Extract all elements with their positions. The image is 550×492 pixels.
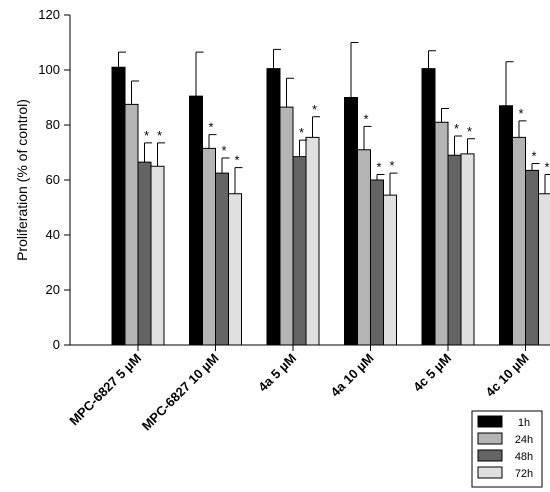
- bar-72h-5: [538, 193, 550, 346]
- legend-label-48h: 48h: [515, 451, 533, 463]
- significance-star-48h-2: *: [299, 125, 304, 140]
- bar-24h-1: [202, 147, 216, 346]
- significance-markers: * * * * * * * * * * * * * * *: [144, 102, 550, 175]
- y-tick-label-60: 60: [46, 172, 60, 187]
- bar-1h-3: [344, 97, 358, 346]
- significance-star-24h-1: *: [208, 120, 213, 135]
- bar-72h-0: [150, 165, 165, 346]
- significance-star-72h-2: *: [312, 102, 317, 117]
- y-tick-label-0: 0: [53, 337, 60, 352]
- bar-72h-2: [305, 136, 320, 346]
- legend-swatch-1h: [477, 415, 503, 428]
- x-tick-label-3: 4a 10 µM: [327, 351, 376, 400]
- bar-48h-1: [215, 172, 229, 346]
- y-tick-label-40: 40: [46, 227, 60, 242]
- legend-label-1h: 1h: [518, 417, 530, 429]
- x-tick-label-0: MPC-6827 5 µM: [66, 351, 144, 429]
- significance-star-48h-4: *: [454, 121, 459, 136]
- bar-24h-0: [124, 103, 139, 346]
- bar-72h-3: [383, 194, 397, 346]
- bar-48h-3: [370, 179, 384, 346]
- bar-48h-5: [525, 169, 539, 346]
- x-tick-label-5: 4c 10 µM: [482, 351, 531, 400]
- y-tick-label-80: 80: [46, 117, 60, 132]
- bar-1h-4: [421, 68, 436, 346]
- x-tick-label-2: 4a 5 µM: [255, 351, 299, 395]
- x-tick-label-4: 4c 5 µM: [410, 351, 454, 395]
- bar-1h-0: [111, 66, 126, 346]
- error-bars: [118, 42, 550, 196]
- bar-48h-0: [137, 161, 152, 346]
- bar-72h-4: [460, 153, 475, 346]
- y-axis-title: Proliferation (% of control): [14, 99, 30, 261]
- significance-star-72h-3: *: [389, 158, 394, 173]
- bar-1h-2: [266, 68, 281, 346]
- bar-1h-1: [189, 95, 203, 346]
- legend-label-24h: 24h: [515, 434, 533, 446]
- significance-star-72h-4: *: [467, 124, 472, 139]
- legend-label-72h: 72h: [515, 468, 533, 480]
- significance-star-72h-0: *: [157, 128, 162, 143]
- significance-star-48h-3: *: [376, 160, 381, 175]
- y-axis: 0 20 40 60 80 100 120 Proliferation (% of contr…: [14, 7, 71, 352]
- significance-star-24h-3: *: [363, 111, 368, 126]
- significance-star-72h-5: *: [544, 160, 549, 175]
- bar-24h-5: [512, 136, 526, 346]
- bars: [111, 66, 550, 346]
- significance-star-48h-0: *: [144, 128, 149, 143]
- significance-star-48h-5: *: [531, 149, 536, 164]
- legend-swatch-48h: [477, 449, 503, 462]
- bar-1h-5: [499, 105, 513, 346]
- significance-star-48h-1: *: [221, 143, 226, 158]
- y-tick-label-20: 20: [46, 282, 60, 297]
- bar-48h-2: [292, 156, 307, 346]
- bar-24h-3: [357, 149, 371, 346]
- x-tick-label-1: MPC-6827 10 µM: [139, 351, 222, 434]
- significance-star-24h-5: *: [518, 106, 523, 121]
- bar-48h-4: [447, 154, 462, 346]
- bar-72h-1: [228, 193, 242, 346]
- y-tick-label-120: 120: [38, 7, 60, 22]
- legend-swatch-24h: [477, 432, 503, 445]
- legend: 1h 24h 48h 72h: [471, 410, 543, 488]
- y-tick-label-100: 100: [38, 62, 60, 77]
- significance-star-72h-1: *: [234, 153, 239, 168]
- bar-24h-2: [279, 106, 294, 346]
- bar-24h-4: [434, 121, 449, 346]
- legend-swatch-72h: [477, 466, 503, 479]
